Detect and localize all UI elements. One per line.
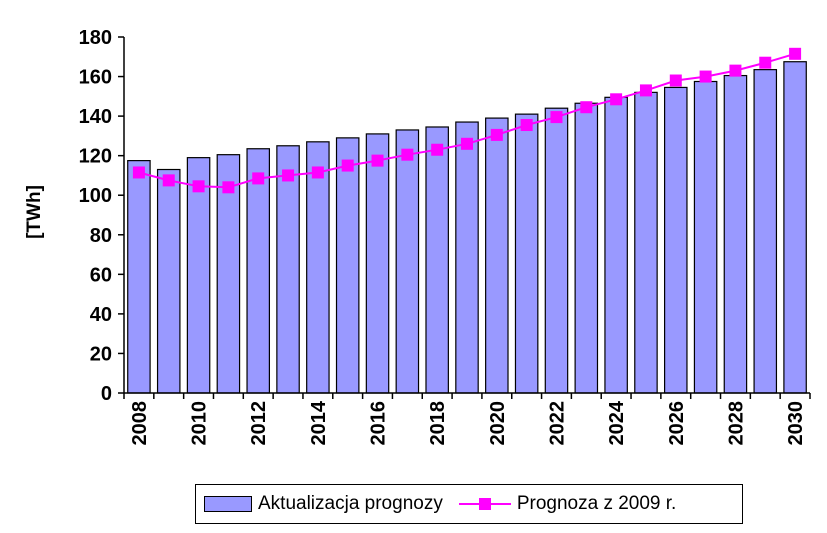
x-tick-label: 2020 <box>487 401 509 446</box>
legend-label-line: Prognoza z 2009 r. <box>516 493 677 514</box>
bar-2012 <box>246 148 271 394</box>
bar-2020 <box>485 117 509 394</box>
bar-2023 <box>574 102 599 394</box>
bar-2014 <box>306 141 330 394</box>
line-point-2024 <box>610 93 623 106</box>
legend-label-bars: Aktualizacja prognozy <box>258 493 443 514</box>
line-point-2008 <box>132 166 145 179</box>
bar-2019 <box>455 121 479 394</box>
line-point-2026 <box>669 74 682 87</box>
bar-2017 <box>395 129 420 394</box>
line-point-2022 <box>550 111 563 124</box>
bar-2021 <box>514 113 539 394</box>
line-point-2027 <box>699 70 712 83</box>
bar-2024 <box>604 96 628 394</box>
y-tick-label: 0 <box>101 383 112 405</box>
line-point-2013 <box>282 169 295 182</box>
line-markers <box>132 47 802 194</box>
line-point-2020 <box>490 128 503 141</box>
line-point-2014 <box>311 166 324 179</box>
legend: Aktualizacja prognozy Prognoza z 2009 r. <box>195 484 743 524</box>
x-tick-label: 2018 <box>427 401 449 446</box>
x-tick-label: 2026 <box>666 401 688 446</box>
y-tick-label: 20 <box>90 343 112 365</box>
line-point-2009 <box>162 174 175 187</box>
line-point-2016 <box>371 154 384 167</box>
bar-2015 <box>335 137 360 394</box>
x-tick-label: 2022 <box>547 401 569 446</box>
y-tick-label: 180 <box>79 27 112 49</box>
x-tick-label: 2010 <box>189 401 211 446</box>
line-point-2023 <box>580 101 593 114</box>
line-point-2015 <box>341 159 354 172</box>
legend-swatch-line <box>458 496 511 512</box>
y-tick-label: 40 <box>90 304 112 326</box>
bar-2027 <box>693 80 718 394</box>
bar-2008 <box>127 160 151 394</box>
y-ticks: 0 20 40 60 80 100 120 140 160 180 <box>79 27 124 405</box>
bar-2009 <box>156 168 181 394</box>
line-point-2029 <box>759 56 772 69</box>
legend-item-line: Prognoza z 2009 r. <box>443 493 677 515</box>
bar-2030 <box>783 61 807 394</box>
y-tick-label: 160 <box>79 67 112 89</box>
x-tick-label: 2030 <box>785 401 807 446</box>
x-tick-label: 2016 <box>368 401 390 446</box>
line-point-2012 <box>252 172 265 185</box>
x-tick-label: 2014 <box>308 400 330 445</box>
line-point-2028 <box>729 64 742 77</box>
line-point-2025 <box>639 84 652 97</box>
y-axis-label: [TWh] <box>24 185 45 239</box>
bar-2026 <box>663 86 688 394</box>
line-point-2017 <box>401 148 414 161</box>
line-point-2030 <box>789 47 802 60</box>
bar-2013 <box>276 145 300 394</box>
y-tick-label: 80 <box>90 225 112 247</box>
line-point-2018 <box>431 143 444 156</box>
line-point-2021 <box>520 119 533 132</box>
line-point-2010 <box>192 180 205 193</box>
y-tick-label: 60 <box>90 264 112 286</box>
bar-2016 <box>365 133 390 394</box>
x-tick-label: 2028 <box>725 401 747 446</box>
bar-2028 <box>723 74 748 394</box>
x-ticks: 2008 2010 2012 2014 2016 2018 2020 2022 2024 2026… <box>123 393 811 446</box>
y-tick-label: 140 <box>79 106 112 128</box>
y-tick-label: 120 <box>79 146 112 168</box>
bar-2029 <box>753 69 778 394</box>
bar-2022 <box>544 107 569 394</box>
bar-2018 <box>425 126 449 394</box>
legend-swatch-bar <box>204 496 252 512</box>
bar-2010 <box>186 157 211 394</box>
legend-item-bars: Aktualizacja prognozy <box>196 493 443 515</box>
line-point-2011 <box>222 181 235 194</box>
x-tick-label: 2024 <box>606 400 628 445</box>
x-tick-label: 2008 <box>129 401 151 446</box>
line-point-2019 <box>461 137 473 150</box>
y-tick-label: 100 <box>79 185 112 207</box>
bar-2025 <box>634 91 658 394</box>
x-tick-label: 2012 <box>248 401 270 446</box>
bar-series <box>127 61 807 394</box>
